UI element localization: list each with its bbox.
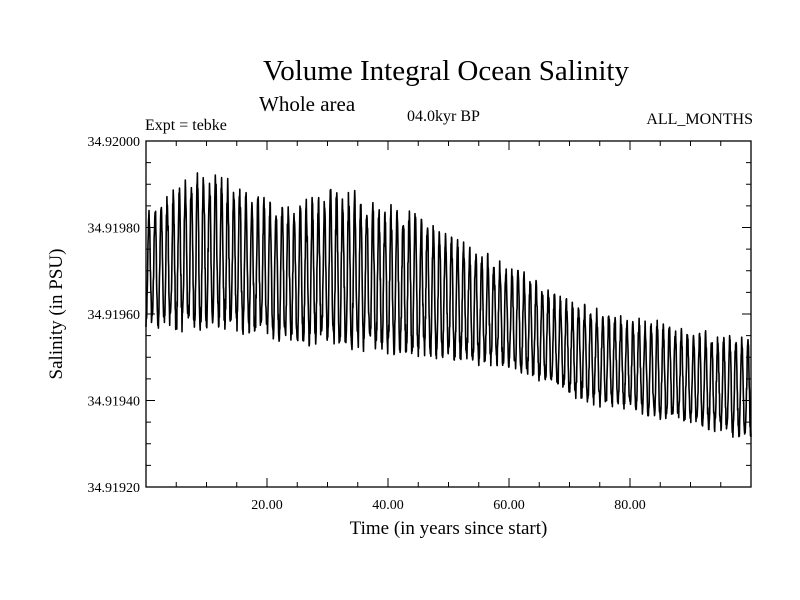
x-axis-title: Time (in years since start) <box>350 518 548 539</box>
chart-title: Volume Integral Ocean Salinity <box>263 55 629 87</box>
plot-frame <box>145 140 752 488</box>
y-tick-label: 34.91920 <box>88 481 141 496</box>
y-tick-label: 34.91940 <box>88 395 141 410</box>
x-tick-label: 20.00 <box>251 498 283 513</box>
y-tick-label: 34.91980 <box>88 222 141 237</box>
y-tick-label: 34.92000 <box>88 135 141 150</box>
era-label: 04.0kyr BP <box>407 108 480 125</box>
x-tick-label: 60.00 <box>493 498 525 513</box>
y-tick-label: 34.91960 <box>88 308 141 323</box>
x-tick-label: 40.00 <box>372 498 404 513</box>
chart-subtitle: Whole area <box>259 92 356 116</box>
y-axis-title: Salinity (in PSU) <box>46 249 67 380</box>
months-label: ALL_MONTHS <box>646 111 753 128</box>
axis-tick-labels: 20.00 40.00 60.00 80.00 34.91920 34.91940 34.9… <box>88 135 646 513</box>
axis-ticks <box>146 141 751 487</box>
x-tick-label: 80.00 <box>614 498 646 513</box>
salinity-series-line <box>145 172 752 438</box>
experiment-label: Expt = tebke <box>145 117 227 134</box>
